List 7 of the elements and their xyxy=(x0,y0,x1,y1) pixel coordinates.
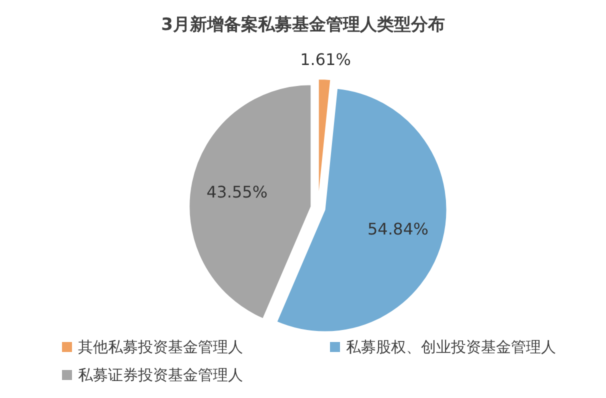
chart-title: 3月新增备案私募基金管理人类型分布 xyxy=(161,14,445,35)
data-label: 54.84% xyxy=(367,220,429,239)
data-label: 43.55% xyxy=(206,182,268,202)
data-label: 1.61% xyxy=(300,50,351,70)
legend-label: 私募股权、创业投资基金管理人 xyxy=(346,338,556,356)
legend-label: 其他私募投资基金管理人 xyxy=(78,338,243,356)
legend-label: 私募证券投资基金管理人 xyxy=(78,366,243,384)
